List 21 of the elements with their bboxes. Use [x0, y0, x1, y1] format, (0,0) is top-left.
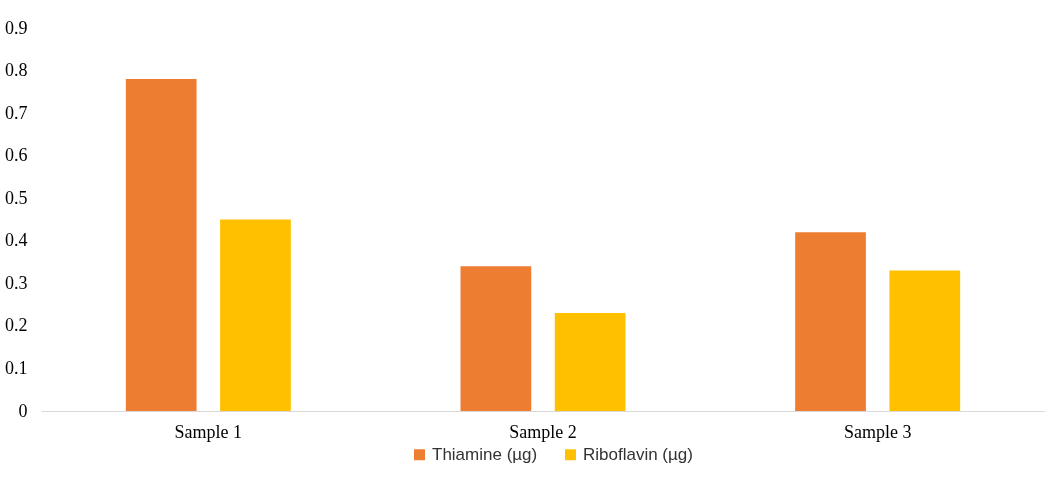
bar — [889, 270, 961, 411]
x-tick-label: Sample 1 — [174, 421, 243, 442]
y-tick-label: 0 — [18, 400, 28, 421]
y-tick-label: 0.6 — [5, 145, 28, 166]
bar — [460, 266, 532, 411]
x-tick-label: Sample 2 — [509, 421, 577, 442]
legend-label: Riboflavin (µg) — [583, 444, 693, 464]
y-tick-label: 0.2 — [5, 315, 28, 336]
bar — [220, 219, 291, 411]
y-tick-label: 0.9 — [5, 17, 28, 38]
bar — [795, 232, 866, 411]
bar — [554, 313, 626, 411]
y-tick-label: 0.7 — [5, 102, 28, 123]
bar — [125, 79, 197, 411]
y-tick-label: 0.5 — [5, 187, 28, 208]
x-tick-label: Sample 3 — [843, 421, 912, 442]
y-tick-label: 0.3 — [5, 272, 28, 293]
legend-label: Thiamine (µg) — [432, 444, 538, 464]
y-tick-label: 0.4 — [5, 230, 28, 251]
y-tick-label: 0.1 — [5, 357, 28, 378]
y-tick-label: 0.8 — [5, 60, 28, 81]
